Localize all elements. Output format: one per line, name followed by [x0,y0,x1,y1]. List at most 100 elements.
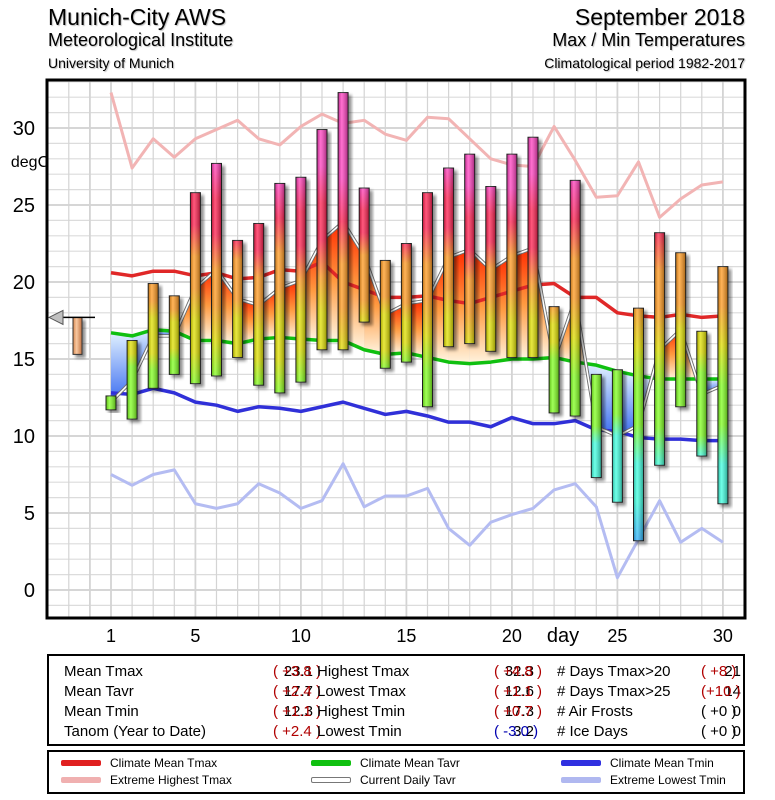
bar-shading [148,283,159,389]
bar-shading [232,240,243,358]
stat-value: 23.1 [283,663,313,680]
stat-anomaly: ( +2.4 ) [273,683,321,700]
day-bar-4 [168,295,180,375]
bar-shading [591,374,602,478]
legend-item: Climate Mean Tavr [311,756,460,770]
x-axis-ticks: 1 5 10 15 20 25 30 [106,626,733,646]
day-bar-29 [696,330,708,457]
day-bar-14 [379,259,391,369]
stat-value: 17.3 [504,703,534,720]
stat-label: Tanom (Year to Date) [64,723,207,740]
stat-anomaly: ( +1.1 ) [273,703,321,720]
legend-swatch [61,760,101,766]
day-bar-26 [633,307,644,542]
stat-value: 0 [732,703,741,720]
stat-anomaly: ( +0.7 ) [494,703,542,720]
bar-shading [317,129,327,350]
y-tick-label: 0 [24,580,35,602]
stat-value: 12.6 [504,683,534,700]
bar-shading [422,192,433,407]
stat-anomaly: ( +1.1 ) [494,683,542,700]
stat-label: # Days Tmax>25 [557,683,671,700]
legend-swatch [311,760,351,766]
legend-label: Current Daily Tavr [360,773,456,787]
stat-value: 3.2 [513,723,534,740]
stat-label: # Air Frosts [557,703,633,720]
day-bar-7 [232,239,244,358]
daily-bars [105,92,729,542]
stat-anomaly: ( +0 ) [701,723,737,740]
legend-item: Extreme Highest Tmax [61,773,232,787]
day-bar-30 [717,266,729,505]
legend-swatch [311,777,351,783]
bar-shading [633,308,644,541]
stat-label: Highest Tmax [317,663,410,680]
day-bar-12 [337,92,349,351]
bar-shading [380,260,391,369]
stat-label: Lowest Tmax [317,683,406,700]
bar-shading [549,306,560,413]
stat-anomaly: (+10 ) [701,683,741,700]
bar-shading [211,163,222,376]
stat-value: 14 [724,683,741,700]
day-bar-11 [316,129,328,351]
y-tick-label: 15 [13,349,35,371]
x-tick-label: 30 [713,626,733,646]
x-tick-label: 20 [502,626,522,646]
bar-shading [654,232,665,466]
day-bar-24 [590,373,602,479]
bar-shading [464,154,475,344]
stat-label: Mean Tmin [64,703,139,720]
bar-shading [106,395,116,410]
day-bar-16 [422,192,433,408]
stat-anomaly: ( +2.4 ) [273,723,321,740]
legend-swatch [561,777,601,783]
bar-shading [338,92,349,350]
bar-shading [190,192,201,384]
stat-label: Mean Tmax [64,663,143,680]
bar-shading [675,252,686,407]
day-bar-28 [675,252,687,408]
x-tick-label: 15 [396,626,416,646]
x-tick-label: 10 [291,626,311,646]
plot-frame [45,78,747,620]
institute-subtitle: Meteorological Institute [48,30,234,50]
day-bar-3 [147,283,159,389]
legend-label: Extreme Highest Tmax [110,773,232,787]
legend-swatch [61,777,101,783]
bar-shading [717,266,728,504]
bar-shading [359,188,370,323]
bar-shading [570,180,581,416]
climate-period-subtitle: Climatological period 1982-2017 [544,55,745,71]
day-bar-18 [464,153,476,345]
bar-shading [696,331,707,457]
day-bar-13 [358,187,370,323]
day-bar-20 [506,153,518,358]
x-tick-label: 5 [190,626,200,646]
y-axis-ticks: 0 5 10 15 20 25 30 [13,118,35,602]
month-mean-marker [47,309,95,355]
x-axis-label: day [547,625,579,647]
bar-shading [443,168,454,347]
stat-anomaly: ( +8 ) [701,663,737,680]
legend-label: Climate Mean Tmin [610,756,714,770]
bar-shading [401,243,412,363]
day-bar-6 [211,162,222,377]
extreme-lowest-tmin-line [110,462,724,580]
legend-item: Extreme Lowest Tmin [561,773,726,787]
legend-item: Current Daily Tavr [311,773,456,787]
month-title: September 2018 [574,4,745,30]
day-bar-17 [443,167,455,348]
legend-label: Extreme Lowest Tmin [610,773,726,787]
day-bar-22 [548,306,560,414]
stat-value: 12.3 [283,703,313,720]
bar-shading [485,186,496,352]
day-bar-5 [189,192,201,385]
legend-item: Climate Mean Tmax [61,756,217,770]
extreme-highest-tmax-line [109,92,724,219]
y-tick-label: 5 [24,503,35,525]
legend-item: Climate Mean Tmin [561,756,714,770]
stat-value: 0 [732,723,741,740]
y-tick-label: 30 [13,118,35,140]
